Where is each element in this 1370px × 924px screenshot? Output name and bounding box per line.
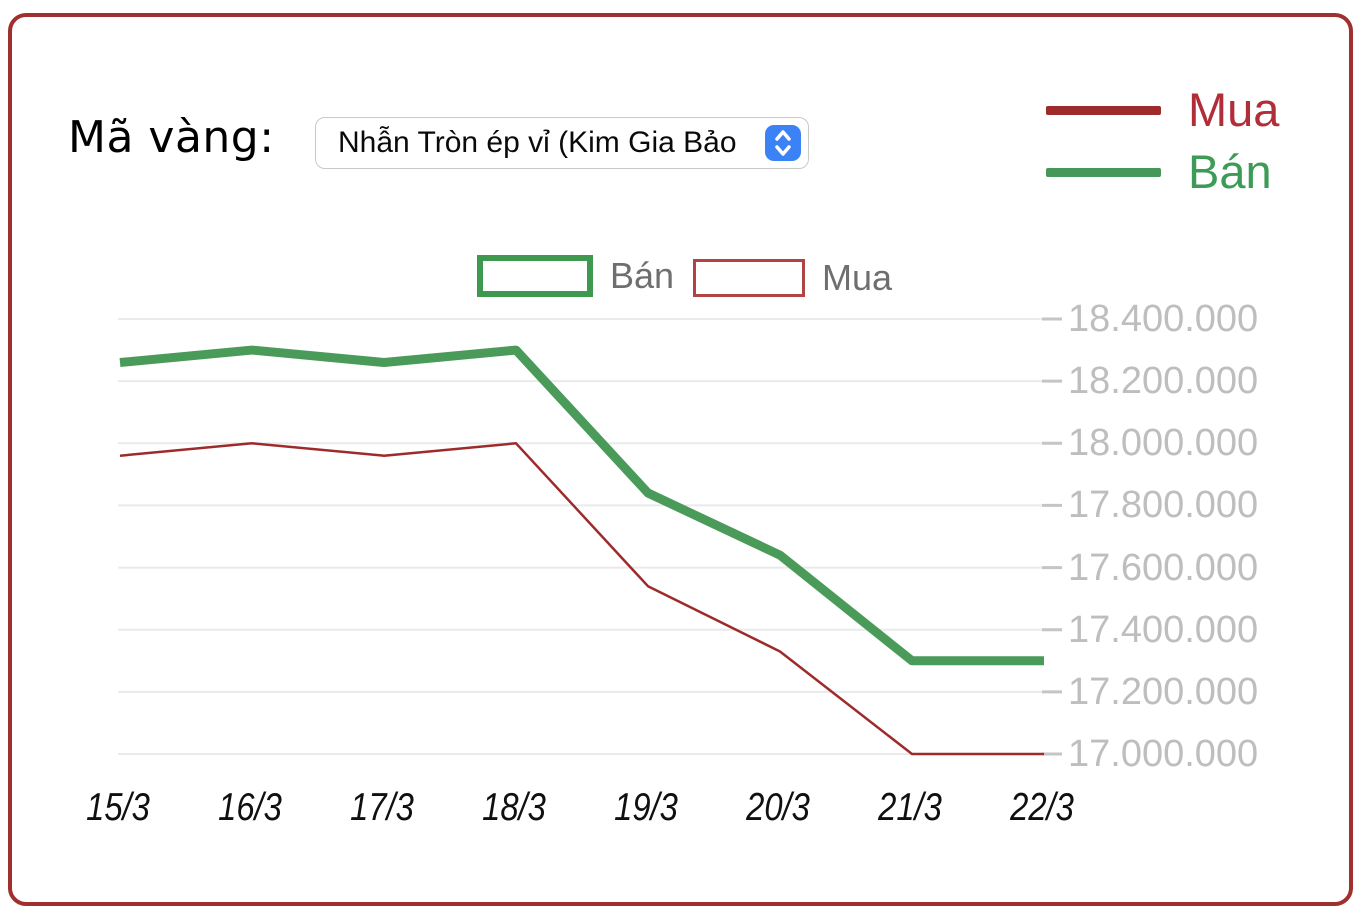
x-tick-label: 15/3 — [86, 786, 150, 829]
y-tick-label: 17.400.000 — [1068, 608, 1259, 651]
y-tick-label: 18.400.000 — [1068, 298, 1259, 340]
series-line-ban[interactable] — [119, 345, 1044, 666]
y-tick-label: 17.000.000 — [1068, 733, 1259, 775]
chart-legend-item-mua[interactable]: Mua — [693, 257, 892, 299]
gold-type-select[interactable]: Nhẫn Tròn ép vỉ (Kim Gia Bảo — [315, 117, 809, 169]
chart-legend-item-ban[interactable]: Bán — [477, 255, 674, 297]
legend-item-ban: Bán — [1046, 144, 1272, 200]
x-tick-label: 22/3 — [1010, 786, 1074, 829]
select-stepper-icon — [765, 125, 801, 161]
x-tick-label: 21/3 — [878, 786, 942, 829]
chart-legend-ban-swatch — [477, 255, 593, 297]
x-tick-label: 20/3 — [746, 786, 810, 829]
y-tick-label: 18.000.000 — [1068, 422, 1259, 465]
chart-legend-mua-label: Mua — [822, 257, 893, 298]
ban-line-swatch — [1046, 167, 1161, 177]
gold-code-label: Mã vàng: — [68, 112, 275, 163]
y-tick-label: 17.600.000 — [1068, 546, 1259, 589]
x-tick-label: 19/3 — [614, 786, 678, 829]
ban-legend-label: Bán — [1188, 145, 1272, 198]
series-line-mua[interactable] — [119, 442, 1044, 756]
legend-item-mua: Mua — [1046, 82, 1279, 138]
y-tick-label: 17.800.000 — [1068, 484, 1259, 527]
y-tick-label: 17.200.000 — [1068, 670, 1259, 713]
chart-legend-ban-label: Bán — [610, 255, 675, 296]
x-tick-label: 17/3 — [350, 786, 414, 829]
page-border-frame — [8, 13, 1353, 906]
gold-type-select-value: Nhẫn Tròn ép vỉ (Kim Gia Bảo — [338, 126, 737, 159]
y-tick-label: 18.200.000 — [1068, 360, 1259, 403]
mua-legend-label: Mua — [1188, 83, 1280, 136]
x-tick-label: 16/3 — [218, 786, 282, 829]
mua-line-swatch — [1046, 105, 1161, 115]
chart-legend-mua-swatch — [693, 259, 805, 297]
x-tick-label: 18/3 — [482, 786, 546, 829]
